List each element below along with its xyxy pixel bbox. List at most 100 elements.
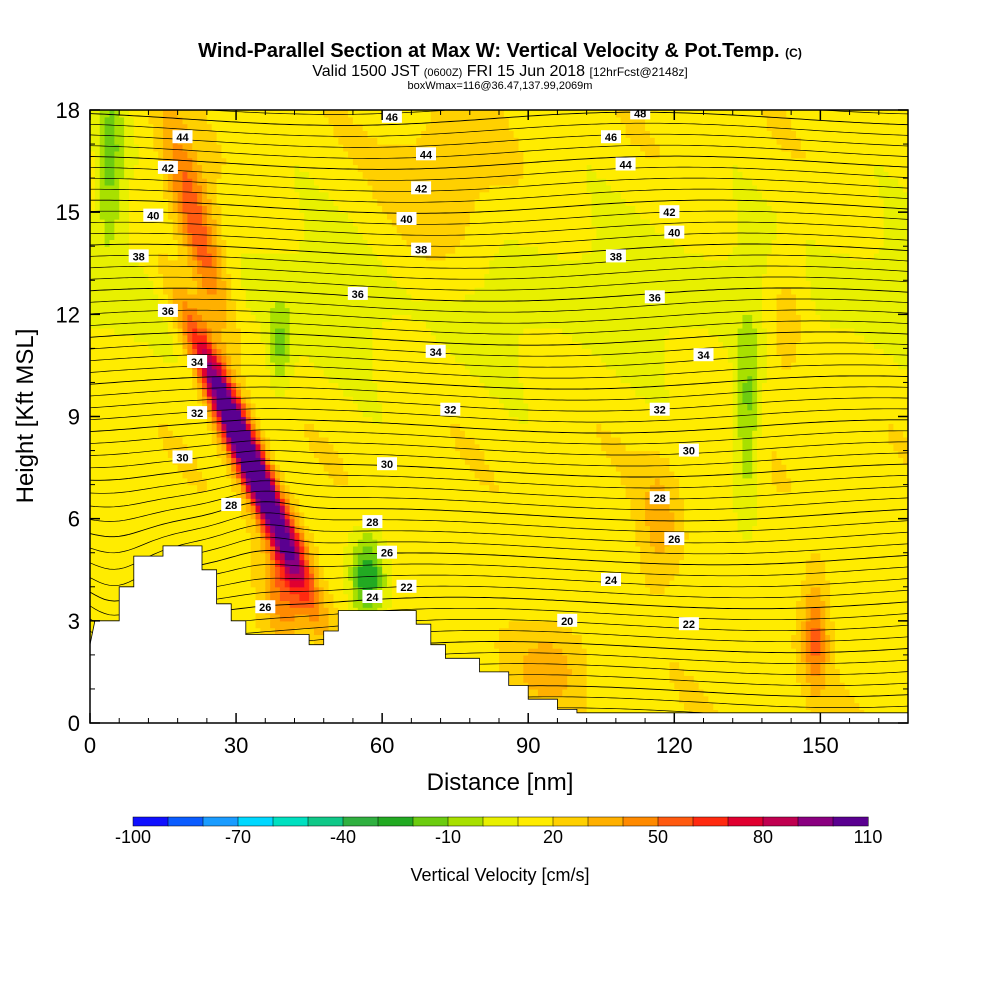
velocity-cell [236, 545, 242, 554]
velocity-cell [240, 579, 247, 588]
velocity-cell [547, 552, 554, 561]
velocity-cell [805, 654, 812, 663]
velocity-cell [674, 627, 680, 636]
velocity-cell [474, 634, 481, 642]
velocity-cell [800, 702, 807, 710]
velocity-cell [289, 593, 296, 601]
velocity-cell [766, 627, 773, 636]
velocity-cell [669, 586, 675, 595]
velocity-cell [888, 668, 894, 676]
velocity-cell [484, 654, 490, 663]
velocity-cell [372, 532, 378, 540]
velocity-cell [854, 607, 860, 615]
velocity-cell [766, 654, 773, 663]
velocity-cell [557, 586, 563, 595]
velocity-cell [596, 532, 602, 540]
velocity-cell [528, 668, 534, 676]
velocity-cell [567, 532, 573, 540]
velocity-cell [669, 559, 675, 567]
velocity-cell [90, 545, 96, 554]
velocity-cell [533, 573, 539, 581]
subtitle-forecast: [12hrFcst@2148z] [589, 65, 687, 79]
velocity-cell [489, 566, 495, 574]
velocity-cell [732, 675, 739, 683]
velocity-cell [664, 682, 671, 690]
velocity-cell [722, 702, 729, 710]
velocity-cell [518, 573, 524, 581]
velocity-cell [625, 695, 632, 704]
velocity-cell [260, 573, 266, 581]
velocity-cell [226, 545, 232, 554]
velocity-cell [625, 552, 632, 561]
velocity-cell [581, 600, 588, 608]
velocity-cell [601, 607, 607, 615]
velocity-cell [713, 654, 719, 663]
velocity-cell [304, 620, 310, 629]
velocity-cell [620, 648, 627, 656]
velocity-cell [289, 579, 296, 588]
velocity-cell [859, 559, 865, 567]
velocity-cell [693, 654, 700, 663]
velocity-cell [854, 600, 860, 608]
velocity-cell [124, 532, 130, 540]
velocity-cell [425, 552, 432, 561]
velocity-cell [299, 566, 305, 574]
velocity-cell [888, 600, 894, 608]
velocity-cell [518, 525, 524, 533]
velocity-cell [357, 539, 364, 547]
velocity-cell [800, 620, 807, 629]
velocity-cell [474, 566, 481, 574]
velocity-cell [489, 600, 495, 608]
velocity-cell [99, 614, 106, 622]
velocity-cell [391, 532, 398, 540]
velocity-cell [489, 614, 495, 622]
velocity-cell [849, 682, 856, 690]
velocity-cell [625, 532, 632, 540]
velocity-cell [572, 661, 578, 670]
velocity-cell [284, 525, 291, 533]
velocity-cell [245, 532, 252, 540]
velocity-cell [250, 593, 257, 601]
velocity-cell [304, 586, 310, 595]
velocity-cell [221, 552, 227, 561]
velocity-cell [786, 614, 792, 622]
velocity-cell [796, 566, 802, 574]
velocity-cell [766, 661, 773, 670]
velocity-cell [581, 675, 588, 683]
velocity-cell [659, 641, 666, 649]
velocity-cell [606, 552, 612, 561]
velocity-cell [805, 627, 812, 636]
velocity-cell [294, 586, 300, 595]
velocity-cell [864, 682, 870, 690]
velocity-cell [834, 607, 841, 615]
velocity-cell [581, 573, 588, 581]
velocity-cell [260, 593, 266, 601]
velocity-cell [163, 518, 169, 527]
velocity-cell [620, 566, 627, 574]
velocity-cell [903, 688, 908, 697]
velocity-cell [864, 675, 870, 683]
velocity-cell [250, 614, 257, 622]
velocity-cell [231, 586, 237, 595]
velocity-cell [859, 695, 865, 704]
velocity-cell [596, 695, 602, 704]
velocity-cell [888, 648, 894, 656]
velocity-cell [654, 532, 661, 540]
velocity-cell [752, 532, 758, 540]
velocity-cell [542, 654, 549, 663]
velocity-cell [94, 607, 101, 615]
velocity-cell [679, 688, 685, 697]
velocity-cell [864, 641, 870, 649]
velocity-cell [830, 675, 836, 683]
velocity-cell [596, 593, 602, 601]
velocity-cell [542, 607, 549, 615]
velocity-cell [810, 600, 817, 608]
velocity-cell [372, 573, 378, 581]
velocity-cell [279, 552, 286, 561]
velocity-cell [518, 627, 524, 636]
velocity-cell [562, 518, 568, 527]
velocity-cell [869, 607, 875, 615]
velocity-cell [732, 682, 739, 690]
velocity-cell [830, 614, 836, 622]
velocity-cell [114, 532, 120, 540]
